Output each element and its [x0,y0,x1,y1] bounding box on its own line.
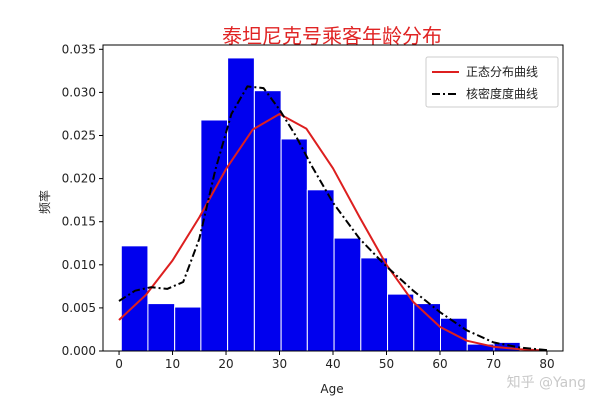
x-tick-label: 80 [539,357,554,371]
histogram-bar [120,245,149,352]
density-curves [118,85,548,352]
chart-title: 泰坦尼克号乘客年龄分布 [222,24,442,48]
histogram-bar [200,119,229,352]
y-tick-label: 0.035 [62,42,96,56]
y-tick-label: 0.005 [62,301,96,315]
y-tick-label: 0.010 [62,258,96,272]
legend-label-kde: 核密度度曲线 [466,86,538,101]
normal-distribution-curve [118,113,548,352]
y-tick-label: 0.015 [62,215,96,229]
axes: 0 10 20 30 40 50 60 70 80 0.000 0.005 0.010 0.015 0.0… [62,42,564,371]
x-tick-label: 0 [115,357,123,371]
legend: 正态分布曲线 核密度度曲线 [425,56,559,108]
kde-curve [118,85,548,352]
legend-box [425,56,559,108]
y-tick-label: 0.025 [62,129,96,143]
histogram-bar [174,306,202,352]
histogram-bar [306,189,335,352]
legend-label-normal: 正态分布曲线 [466,65,538,79]
histogram-bar [333,237,362,352]
watermark: 知乎 @Yang [506,375,586,391]
histogram-bar [147,303,176,352]
histogram-bar [253,90,282,352]
y-tick-label: 0.020 [62,172,96,186]
x-axis-label: Age [320,382,343,396]
y-tick-label: 0.000 [62,344,96,358]
histogram-bar [227,57,255,352]
x-tick-label: 10 [165,357,180,371]
histogram-bar [387,293,415,352]
histogram-bar [413,303,442,352]
histogram-bar [360,257,389,352]
y-axis-label: 频率 [37,190,52,214]
x-tick-label: 20 [218,357,233,371]
x-tick-label: 30 [272,357,287,371]
histogram-bars [120,57,548,352]
x-tick-label: 70 [486,357,501,371]
histogram-bar [280,138,308,352]
x-tick-label: 50 [379,357,394,371]
y-tick-label: 0.030 [62,85,96,99]
x-tick-label: 60 [432,357,447,371]
x-tick-label: 40 [325,357,340,371]
